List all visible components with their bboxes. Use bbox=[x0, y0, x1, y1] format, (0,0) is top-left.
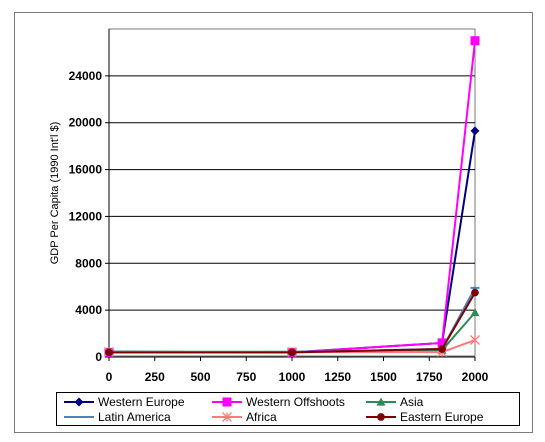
x-tick-label: 250 bbox=[145, 370, 165, 384]
legend: Western Europe Western Offshoots Asia Latin… bbox=[56, 392, 520, 426]
legend-label: Western Offshoots bbox=[246, 395, 345, 409]
y-tick-label: 8000 bbox=[75, 256, 102, 270]
series-line bbox=[109, 292, 476, 354]
y-tick-label: 16000 bbox=[69, 163, 103, 177]
x-tick-label: 1750 bbox=[416, 370, 443, 384]
data-point bbox=[471, 288, 479, 297]
y-tick-labels: 0 4000 8000 12000 16000 20000 24000 bbox=[69, 69, 109, 364]
x-tick-label: 1250 bbox=[324, 370, 351, 384]
x-tick-labels: 0 250 500 750 1000 1250 1500 1750 2000 bbox=[106, 357, 489, 384]
legend-label: Latin America bbox=[98, 410, 171, 424]
data-point bbox=[470, 36, 480, 46]
x-tick-label: 1500 bbox=[370, 370, 397, 384]
data-point bbox=[288, 348, 296, 357]
legend-item: Latin America bbox=[63, 410, 171, 424]
y-tick-label: 4000 bbox=[75, 303, 102, 317]
x-tick-label: 500 bbox=[190, 370, 210, 384]
legend-swatch bbox=[366, 397, 396, 406]
x-tick-label: 2000 bbox=[462, 370, 489, 384]
legend-marker bbox=[376, 397, 386, 406]
legend-swatch bbox=[64, 397, 94, 407]
data-point bbox=[105, 348, 113, 357]
legend-marker bbox=[222, 397, 232, 407]
series-lines bbox=[104, 36, 480, 358]
legend-marker bbox=[222, 412, 232, 422]
legend-item: Asia bbox=[365, 395, 423, 409]
data-point bbox=[470, 335, 480, 345]
legend-swatch bbox=[212, 397, 242, 407]
legend-label: Western Europe bbox=[98, 395, 185, 409]
legend-item: Eastern Europe bbox=[365, 410, 483, 424]
legend-swatch bbox=[64, 416, 94, 418]
y-tick-label: 20000 bbox=[69, 116, 103, 130]
y-tick-label: 12000 bbox=[69, 209, 103, 223]
x-tick-label: 750 bbox=[236, 370, 256, 384]
y-axis-label: GDP Per Capita (1990 Int'l $) bbox=[49, 122, 61, 265]
legend-item: Western Offshoots bbox=[211, 395, 345, 409]
y-tick-label: 0 bbox=[95, 350, 102, 364]
legend-swatch bbox=[366, 413, 396, 421]
legend-marker bbox=[74, 397, 84, 407]
legend-label: Eastern Europe bbox=[400, 410, 484, 424]
data-point bbox=[438, 345, 446, 353]
series-eastern-europe bbox=[105, 288, 479, 357]
legend-label: Asia bbox=[400, 395, 424, 409]
legend-swatch bbox=[212, 412, 242, 422]
data-point bbox=[437, 338, 447, 348]
legend-label: Africa bbox=[246, 410, 277, 424]
legend-item: Africa bbox=[211, 410, 277, 424]
plot-area bbox=[108, 28, 476, 357]
legend-marker bbox=[377, 413, 385, 421]
data-point bbox=[470, 307, 480, 317]
y-tick-label: 24000 bbox=[69, 69, 103, 83]
gridlines bbox=[109, 75, 475, 311]
x-tick-label: 0 bbox=[106, 370, 113, 384]
legend-item: Western Europe bbox=[63, 395, 185, 409]
x-tick-label: 1000 bbox=[279, 370, 306, 384]
data-point bbox=[470, 126, 480, 136]
